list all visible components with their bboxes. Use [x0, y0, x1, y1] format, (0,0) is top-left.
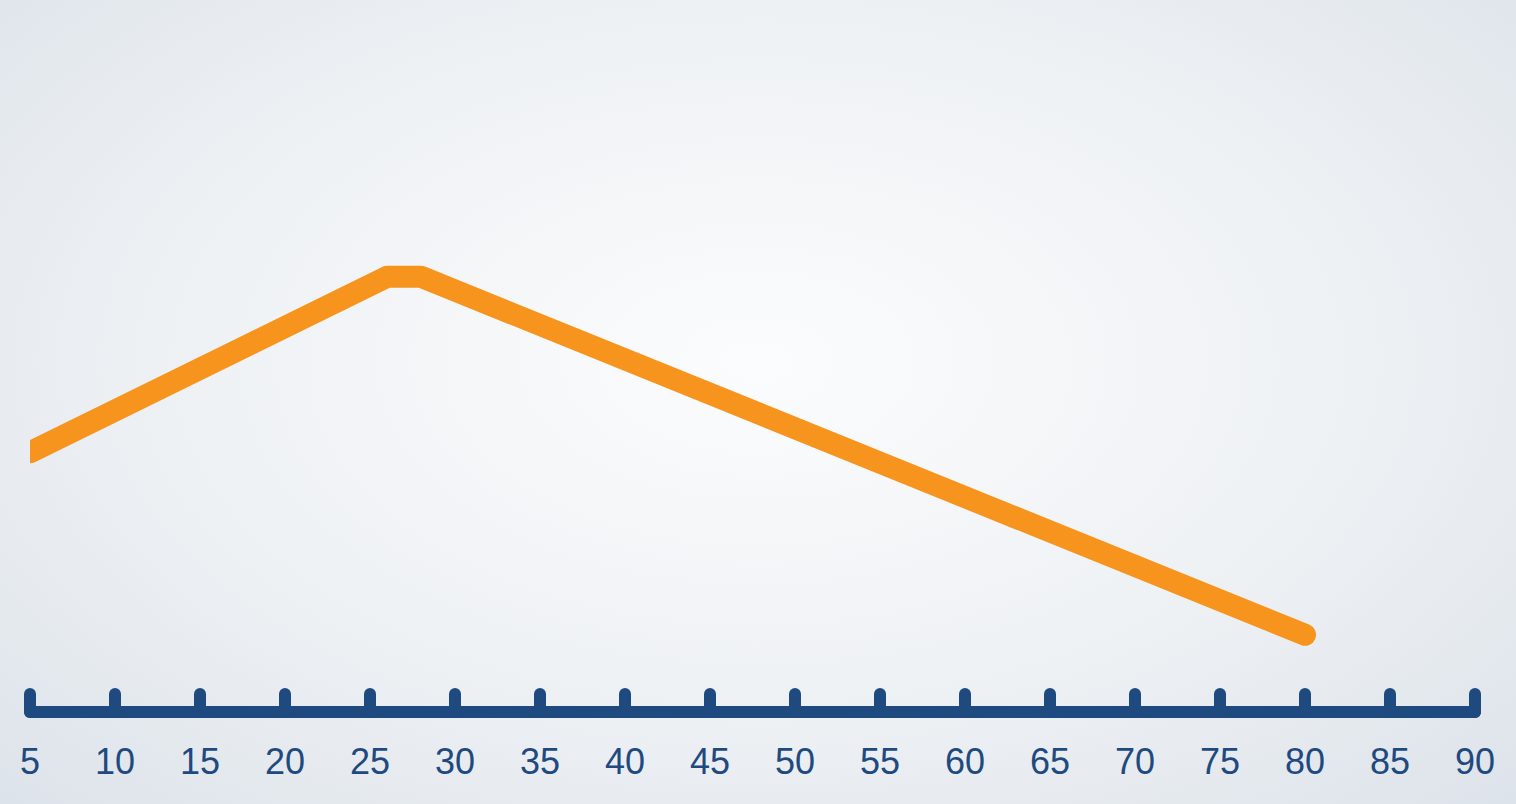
svg-text:50: 50 [775, 741, 815, 782]
svg-text:10: 10 [95, 741, 135, 782]
svg-text:65: 65 [1030, 741, 1070, 782]
svg-text:15: 15 [180, 741, 220, 782]
svg-text:45: 45 [690, 741, 730, 782]
svg-text:40: 40 [605, 741, 645, 782]
svg-text:70: 70 [1115, 741, 1155, 782]
svg-text:60: 60 [945, 741, 985, 782]
svg-text:20: 20 [265, 741, 305, 782]
svg-text:55: 55 [860, 741, 900, 782]
svg-text:90: 90 [1455, 741, 1495, 782]
svg-text:35: 35 [520, 741, 560, 782]
svg-text:75: 75 [1200, 741, 1240, 782]
svg-text:85: 85 [1370, 741, 1410, 782]
svg-text:5: 5 [20, 741, 40, 782]
svg-text:80: 80 [1285, 741, 1325, 782]
svg-text:30: 30 [435, 741, 475, 782]
svg-text:25: 25 [350, 741, 390, 782]
